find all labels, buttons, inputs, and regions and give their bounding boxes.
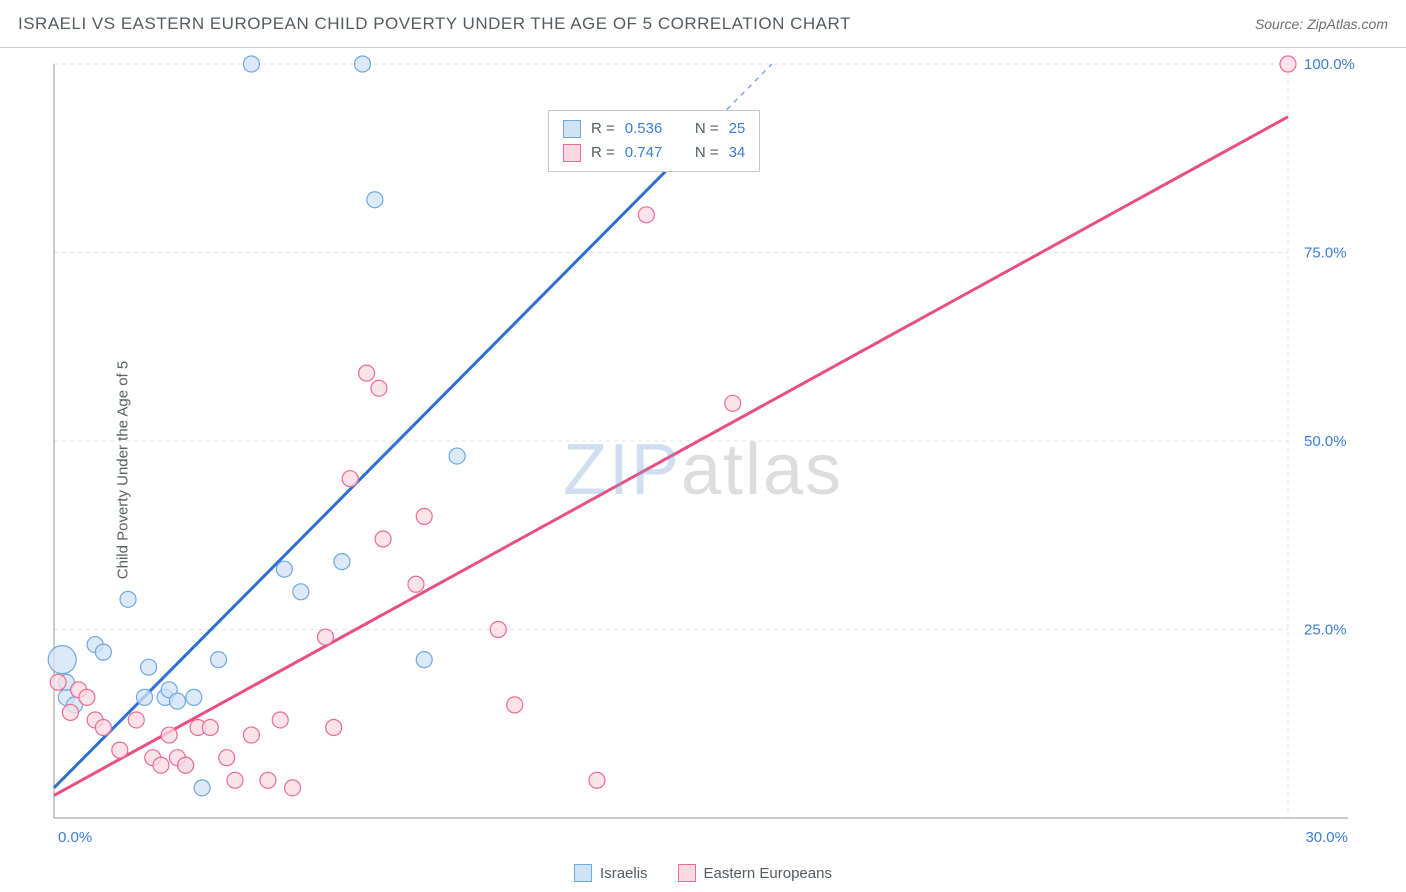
stat-r-label: R = (591, 117, 615, 141)
legend-swatch-icon (563, 120, 581, 138)
stat-row: R = 0.536 N = 25 (563, 117, 745, 141)
correlation-stats-box: R = 0.536 N = 25R = 0.747 N = 34 (548, 110, 760, 172)
y-axis-label: Child Poverty Under the Age of 5 (115, 361, 132, 579)
stat-r-value: 0.536 (625, 117, 663, 141)
stat-n-value: 25 (729, 117, 746, 141)
chart-area: Child Poverty Under the Age of 5 ZIPatla… (0, 48, 1406, 892)
svg-text:100.0%: 100.0% (1304, 56, 1355, 73)
legend-item: Israelis (574, 864, 648, 882)
scatter-chart: 25.0% 50.0% 75.0% 100.0% 0.0% 30.0% (0, 48, 1406, 892)
legend-item: Eastern Europeans (678, 864, 832, 882)
stat-r-label: R = (591, 141, 615, 165)
chart-header: ISRAELI VS EASTERN EUROPEAN CHILD POVERT… (0, 0, 1406, 48)
svg-text:25.0%: 25.0% (1304, 622, 1347, 639)
stat-r-value: 0.747 (625, 141, 663, 165)
svg-text:0.0%: 0.0% (58, 829, 92, 846)
source-label: Source: ZipAtlas.com (1255, 16, 1388, 32)
stat-n-label: N = (695, 141, 719, 165)
legend-label: Israelis (600, 865, 648, 882)
svg-text:30.0%: 30.0% (1305, 829, 1348, 846)
legend-swatch-icon (563, 144, 581, 162)
bottom-legend: Israelis Eastern Europeans (574, 864, 832, 882)
svg-text:50.0%: 50.0% (1304, 433, 1347, 450)
stat-n-value: 34 (729, 141, 746, 165)
legend-swatch-icon (678, 864, 696, 882)
stat-n-label: N = (695, 117, 719, 141)
stat-row: R = 0.747 N = 34 (563, 141, 745, 165)
chart-title: ISRAELI VS EASTERN EUROPEAN CHILD POVERT… (18, 14, 851, 34)
legend-swatch-icon (574, 864, 592, 882)
svg-text:75.0%: 75.0% (1304, 245, 1347, 262)
legend-label: Eastern Europeans (704, 865, 832, 882)
